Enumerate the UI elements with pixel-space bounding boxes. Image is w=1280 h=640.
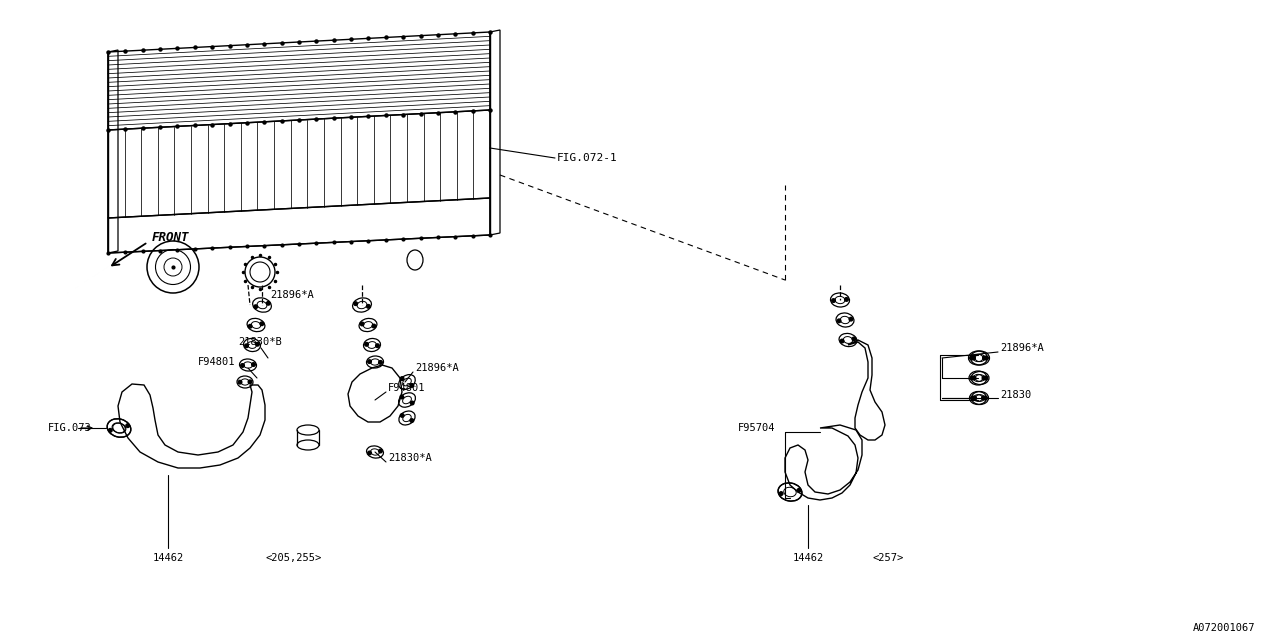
- Circle shape: [253, 305, 257, 308]
- Circle shape: [256, 342, 260, 346]
- Circle shape: [365, 342, 369, 346]
- Circle shape: [780, 492, 783, 495]
- Text: 14462: 14462: [152, 553, 183, 563]
- Text: F94801: F94801: [388, 383, 425, 393]
- Text: F95704: F95704: [739, 423, 776, 433]
- Circle shape: [837, 319, 841, 323]
- Circle shape: [984, 356, 988, 360]
- Circle shape: [375, 344, 379, 348]
- Text: FIG.072-1: FIG.072-1: [557, 153, 618, 163]
- Text: 14462: 14462: [792, 553, 823, 563]
- Circle shape: [379, 360, 383, 364]
- Text: FIG.073: FIG.073: [49, 423, 92, 433]
- Circle shape: [109, 429, 113, 432]
- Circle shape: [244, 344, 248, 348]
- Circle shape: [367, 451, 371, 455]
- Text: 21896*A: 21896*A: [270, 290, 314, 300]
- Circle shape: [241, 364, 244, 367]
- Circle shape: [972, 356, 975, 360]
- Circle shape: [401, 413, 404, 417]
- Circle shape: [238, 380, 242, 384]
- Circle shape: [983, 356, 987, 360]
- Text: FRONT: FRONT: [152, 230, 189, 243]
- Circle shape: [984, 376, 988, 380]
- Circle shape: [379, 449, 383, 453]
- Circle shape: [410, 383, 413, 387]
- Text: F94801: F94801: [198, 357, 236, 367]
- Circle shape: [845, 298, 849, 301]
- Circle shape: [840, 339, 844, 343]
- Circle shape: [973, 376, 975, 380]
- Text: 21830*A: 21830*A: [388, 453, 431, 463]
- Circle shape: [852, 337, 856, 340]
- Text: 21896*A: 21896*A: [415, 363, 458, 373]
- Circle shape: [401, 395, 403, 399]
- Circle shape: [410, 419, 413, 422]
- Text: <257>: <257>: [872, 553, 904, 563]
- Circle shape: [367, 360, 371, 364]
- Circle shape: [970, 396, 974, 400]
- Circle shape: [252, 363, 255, 366]
- Circle shape: [366, 305, 370, 308]
- Text: 21896*A: 21896*A: [1000, 343, 1043, 353]
- Circle shape: [797, 488, 801, 492]
- Text: 21830: 21830: [1000, 390, 1032, 400]
- Circle shape: [973, 396, 977, 400]
- Circle shape: [248, 324, 252, 328]
- Circle shape: [970, 356, 973, 360]
- Circle shape: [360, 322, 364, 326]
- Circle shape: [984, 396, 987, 400]
- Circle shape: [401, 377, 404, 380]
- Circle shape: [970, 376, 974, 380]
- Circle shape: [411, 401, 413, 405]
- Circle shape: [260, 322, 264, 326]
- Circle shape: [849, 317, 852, 321]
- Circle shape: [353, 302, 357, 305]
- Circle shape: [266, 301, 270, 305]
- Circle shape: [982, 396, 986, 400]
- Circle shape: [982, 376, 986, 380]
- Circle shape: [248, 380, 252, 383]
- Circle shape: [372, 324, 376, 328]
- Circle shape: [125, 424, 129, 428]
- Text: <205,255>: <205,255>: [265, 553, 321, 563]
- Text: A072001067: A072001067: [1193, 623, 1254, 633]
- Circle shape: [832, 299, 836, 302]
- Text: 21830*B: 21830*B: [238, 337, 282, 347]
